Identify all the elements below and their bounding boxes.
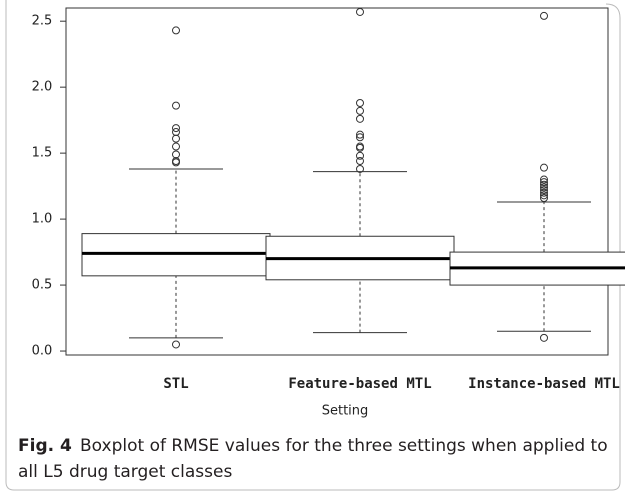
outlier [540,163,548,172]
outlier [356,98,364,107]
outlier [356,130,364,139]
outlier [540,186,548,195]
outlier [172,128,180,137]
outlier [172,340,180,349]
outlier [356,142,364,151]
y-tick-label: 0.5 [32,278,53,293]
outlier [356,151,364,160]
outlier [356,133,364,142]
outlier [540,333,548,342]
outlier [540,180,548,189]
caption-label: Fig. 4 [18,436,72,456]
x-tick-label: Instance-based MTL [468,376,620,392]
outlier [540,193,548,202]
y-tick-label: 1.5 [32,146,53,161]
figure-border [5,0,621,491]
caption-line: Boxplot of RMSE values for the three set… [80,436,608,456]
outlier [540,175,548,184]
outlier [356,114,364,123]
x-axis-label: Setting [322,404,369,419]
outlier [172,134,180,143]
caption-line: all L5 drug target classes [18,462,232,482]
outlier [356,157,364,166]
outlier [172,26,180,35]
outlier [540,178,548,187]
outlier [172,150,180,159]
outlier [356,106,364,115]
y-tick-label: 2.0 [32,80,53,95]
y-tick-label: 1.0 [32,212,53,227]
outlier [172,124,180,133]
outlier [540,11,548,20]
outlier [356,7,364,16]
x-tick-label: Feature-based MTL [288,376,431,392]
outlier [540,183,548,192]
outlier [540,191,548,200]
outlier [356,164,364,173]
outlier [172,101,180,110]
y-tick-label: 2.5 [32,14,53,29]
outlier [172,142,180,151]
plot-frame [65,7,609,356]
x-tick-label: STL [163,376,188,392]
y-tick-label: 0.0 [32,344,53,359]
outlier [540,188,548,197]
